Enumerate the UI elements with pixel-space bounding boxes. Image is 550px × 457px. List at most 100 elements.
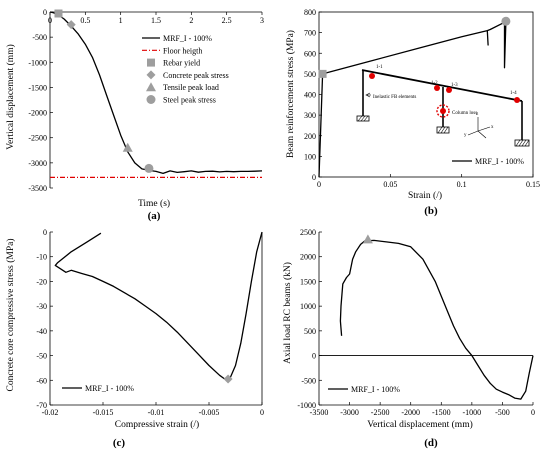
panel-a-xlabel: Time (s) (138, 198, 170, 209)
panel-d-xtick-label: -3500 (310, 408, 329, 417)
panel-c: -0.02 -0.015 -0.01 -0.005 0 0 -10 -20 -30 -40 -50 -… (36, 228, 264, 417)
panel-b-ytick-label: 0 (312, 173, 316, 182)
legend-b-label: MRF_I - 100% (475, 157, 524, 166)
legend-d-label: MRF_I - 100% (351, 385, 400, 394)
panel-b-ytick-label: 700 (304, 29, 316, 38)
panel-d-ytick-label: 1000 (300, 302, 316, 311)
panel-c-ytick-label: -10 (36, 253, 47, 262)
panel-d-marker-triangle (362, 234, 373, 244)
panel-c-xtick-label: -0.015 (93, 408, 114, 417)
panel-a-marker-square (54, 9, 63, 18)
panel-b-frame (318, 11, 534, 178)
panel-c-ytick-label: -30 (36, 302, 47, 311)
panel-d-ytick-label: 2000 (300, 253, 316, 262)
panel-d-xtick-label: 0 (531, 408, 535, 417)
panel-a-marker-circle (144, 163, 154, 173)
panel-d-label: (d) (424, 437, 438, 449)
legend-a-label-5: Steel peak stress (163, 96, 216, 105)
panel-d-ytick-label: 0 (312, 352, 316, 361)
panel-c-marker-diamond (223, 374, 233, 384)
legend-a-label-1: Floor heigth (163, 46, 202, 55)
section-1-1-marker (369, 73, 375, 79)
panel-d-xtick-label: -1500 (432, 408, 451, 417)
panel-c-xlabel: Compressive strain (/) (115, 419, 199, 430)
legend-a-marker-swatch (146, 70, 156, 80)
panel-a-xtick-label: 2.5 (222, 16, 232, 25)
inset-label-inelastic: Inelastic FB elements (373, 95, 416, 100)
panel-c-xtick-label: 0 (260, 408, 264, 417)
panel-c-xtick-label: -0.005 (199, 408, 220, 417)
panel-a-xtick-label: 1.5 (151, 16, 161, 25)
structure-inset: 1-1 1-2 1-3 1-4 Inelastic FB elements Co… (356, 65, 530, 147)
panel-b-xtick-label: 0 (317, 180, 321, 189)
panel-a-xtick-label: 1 (119, 16, 123, 25)
panel-d-series-line (339, 239, 534, 400)
panel-c-ytick-label: -40 (36, 327, 47, 336)
panel-b-ytick-label: 800 (304, 8, 316, 17)
panel-c-ytick-label: 0 (43, 228, 47, 237)
panel-a-ytick-label: 0 (43, 8, 47, 17)
panel-a-xtick-label: 0 (48, 16, 52, 25)
panel-b-ytick-label: 500 (304, 70, 316, 79)
legend-a-marker-swatch (146, 95, 156, 104)
panel-a-ytick-label: -3500 (28, 184, 47, 193)
section-1-3-marker (446, 87, 452, 93)
panel-a-ytick-label: -3000 (28, 159, 47, 168)
panel-b-label: (b) (424, 205, 438, 217)
panel-c-xtick-label: -0.02 (42, 408, 59, 417)
panel-c-ytick-label: -60 (36, 376, 47, 385)
panel-a-series-line (49, 11, 263, 175)
panel-d-xtick-label: -2000 (401, 408, 420, 417)
panel-a-ytick-label: -2500 (28, 134, 47, 143)
column-loss-icon (436, 104, 450, 118)
panel-a-ylabel: Vertical displacement (mm) (5, 44, 16, 150)
panel-d: -3500 -3000 -2500 -2000 -1500 -1000 -500 0 -1000… (297, 228, 535, 417)
legend-a-label-2: Rebar yield (163, 59, 200, 68)
panel-d-ytick-label: 500 (304, 327, 316, 336)
panel-a-ytick-label: -2000 (28, 109, 47, 118)
panel-c-label: (c) (113, 437, 126, 449)
panel-a-xtick-label: 0.5 (80, 16, 90, 25)
panel-a-xtick-label: 2 (189, 16, 193, 25)
panel-d-ytick-label: -1000 (297, 401, 316, 410)
panel-b-series-line (318, 21, 507, 178)
panel-d-xtick-label: -500 (495, 408, 510, 417)
panel-c-ylabel: Concrete core compressive stress (MPa) (5, 238, 16, 391)
panel-a-ytick-label: -500 (32, 33, 47, 42)
inset-label-1-1: 1-1 (376, 65, 383, 70)
legend-a-label-4: Tensile peak load (163, 83, 219, 92)
panel-b-ytick-label: 100 (304, 152, 316, 161)
inset-axis-y: y (464, 133, 467, 138)
legend-c-label: MRF_I - 100% (85, 384, 134, 393)
panel-a: 0 0.5 1 1.5 2 2.5 30-500-1000-1500-2000-2500-3… (28, 8, 264, 193)
panel-d-ytick-label: -500 (301, 376, 316, 385)
inset-label-1-4: 1-4 (510, 91, 517, 96)
legend-a-label-3: Concrete peak stress (163, 71, 229, 80)
panel-c-ytick-label: -20 (36, 277, 47, 286)
inset-label-1-3: 1-3 (451, 83, 458, 88)
inset-label-column-loss: Column loss (452, 111, 477, 116)
panel-b-ytick-label: 300 (304, 111, 316, 120)
panel-b-ytick-label: 200 (304, 132, 316, 141)
panel-c-xtick-label: -0.01 (148, 408, 165, 417)
inset-axis-z: z (476, 112, 479, 117)
panel-b-xlabel: Strain (/) (408, 190, 442, 201)
inset-axis-x: x (491, 125, 494, 130)
axes-triad-icon (467, 117, 491, 139)
panel-d-ylabel: Axial load RC beams (kN) (282, 262, 293, 364)
legend-a-marker-swatch (147, 58, 155, 67)
panel-d-xtick-label: -2500 (371, 408, 390, 417)
panel-a-xtick-label: 3 (260, 16, 264, 25)
panel-c-ytick-label: -70 (36, 401, 47, 410)
section-1-4-marker (514, 97, 520, 103)
legend-a-marker-swatch (146, 82, 156, 92)
panel-b-ylabel: Beam reinforcement stress (MPa) (285, 30, 296, 158)
panel-c-ytick-label: -50 (36, 352, 47, 361)
panel-b-xtick-label: 0.05 (383, 180, 397, 189)
inset-label-1-2: 1-2 (431, 81, 438, 86)
panel-b-xtick-label: 0.1 (457, 180, 467, 189)
legend-a-label-0: MRF_I - 100% (163, 34, 212, 43)
panel-d-xlabel: Vertical displacement (mm) (367, 419, 473, 430)
panel-d-xtick-label: -1000 (463, 408, 482, 417)
